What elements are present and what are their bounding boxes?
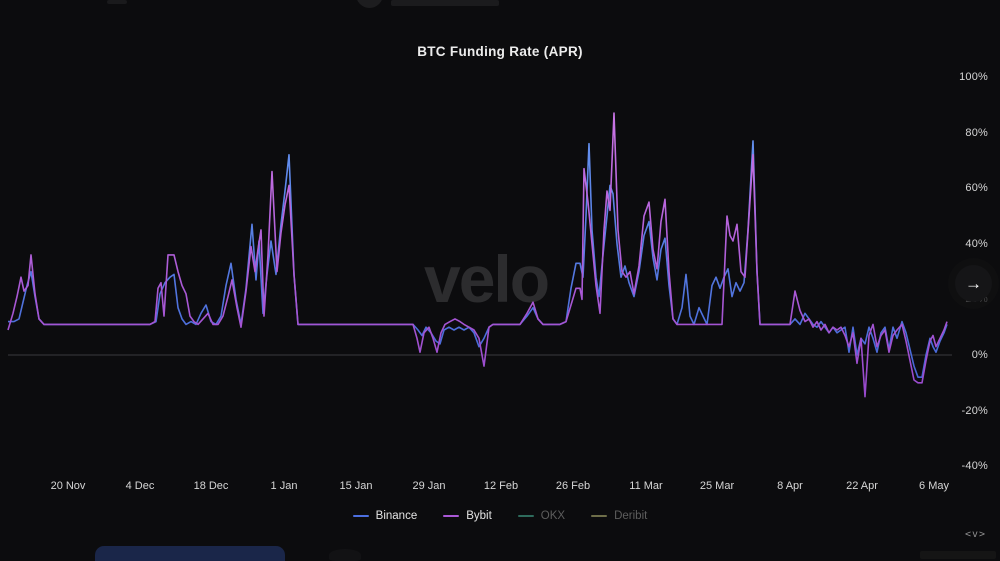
velo-watermark: velo (424, 242, 550, 316)
chart-title: BTC Funding Rate (APR) (417, 44, 583, 59)
cropped-toolbar-remnant (107, 0, 127, 4)
x-tick-label: 29 Jan (412, 480, 446, 492)
x-tick-label: 15 Jan (339, 480, 373, 492)
series-line-binance (8, 140, 948, 379)
y-tick-label: -40% (961, 460, 988, 473)
x-tick-label: 11 Mar (629, 480, 663, 492)
legend-label: Deribit (614, 510, 648, 522)
legend-swatch-icon (352, 515, 369, 517)
x-tick-label: 22 Apr (846, 480, 878, 492)
legend-item-deribit[interactable]: Deribit (591, 510, 647, 522)
illegible-watermark (920, 551, 996, 559)
legend-item-binance[interactable]: Binance (352, 510, 418, 522)
cropped-bottom-button[interactable] (95, 546, 285, 561)
x-tick-label: 4 Dec (125, 480, 155, 492)
collapse-control[interactable]: <v> (964, 529, 986, 540)
y-tick-label: 80% (965, 126, 988, 139)
legend-label: OKX (540, 510, 566, 522)
y-tick-label: 100% (959, 71, 988, 83)
chart-legend: Binance Bybit OKX Deribit (0, 510, 1000, 522)
legend-swatch-icon (517, 515, 534, 517)
x-tick-label: 26 Feb (555, 480, 591, 492)
legend-swatch-icon (591, 515, 608, 517)
x-tick-label: 25 Mar (699, 480, 735, 492)
y-tick-label: 60% (965, 182, 988, 195)
scroll-right-button[interactable]: → (955, 265, 992, 302)
x-tick-label: 6 May (919, 480, 949, 492)
x-tick-label: 1 Jan (270, 480, 298, 492)
x-tick-label: 8 Apr (777, 480, 803, 492)
legend-swatch-icon (443, 515, 460, 517)
legend-item-bybit[interactable]: Bybit (443, 510, 492, 522)
y-tick-label: 0% (971, 349, 988, 361)
arrow-right-icon: → (965, 273, 982, 293)
x-tick-label: 18 Dec (193, 480, 229, 492)
x-tick-label: 12 Feb (483, 480, 519, 492)
x-tick-label: 20 Nov (50, 480, 86, 492)
legend-label: Bybit (466, 510, 492, 522)
cropped-logo-icon (329, 549, 361, 561)
cropped-header-text (391, 0, 499, 6)
y-tick-label: 40% (965, 237, 988, 250)
y-tick-label: -20% (961, 404, 988, 417)
series-line-bybit (7, 112, 948, 398)
legend-item-okx[interactable]: OKX (517, 510, 566, 522)
legend-label: Binance (375, 510, 418, 522)
cropped-avatar-icon (356, 0, 383, 8)
